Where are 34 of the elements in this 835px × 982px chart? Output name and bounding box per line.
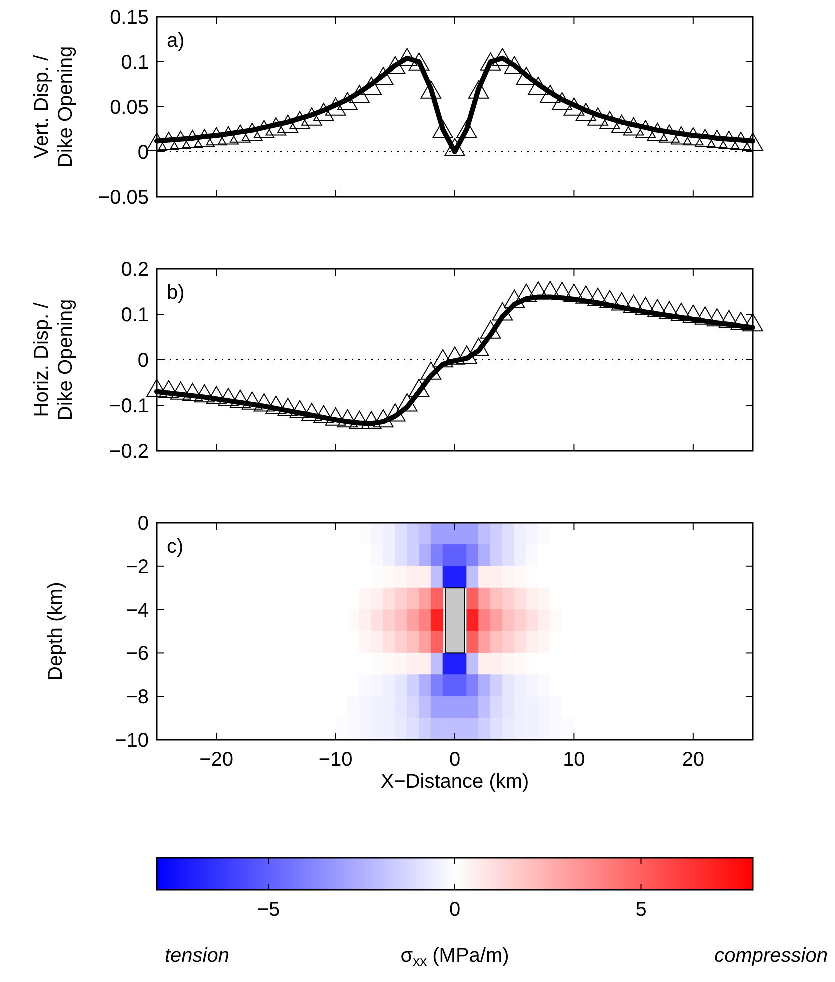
x-tick-label: 20 bbox=[682, 749, 705, 771]
color-bar-label: −5 bbox=[257, 899, 280, 921]
x-axis-title: X−Distance (km) bbox=[380, 771, 530, 793]
text: compression bbox=[714, 945, 828, 967]
y-tick-label: 0.1 bbox=[121, 304, 149, 326]
x-tick-label: 10 bbox=[563, 749, 586, 771]
y-tick-label: −0.1 bbox=[110, 396, 149, 418]
color-bar-title: σ$_{xx}$ (MPa/m) bbox=[400, 945, 510, 970]
x-tick-label: −20 bbox=[200, 749, 234, 771]
y-tick-label: 0 bbox=[138, 142, 149, 164]
y-axis-title: Vert. Disp. / Dike Opening bbox=[31, 46, 77, 168]
annotation: c) bbox=[167, 536, 184, 558]
text: tension bbox=[165, 945, 230, 967]
y-axis-title: Depth (km) bbox=[45, 582, 67, 681]
y-tick-label: 0.05 bbox=[110, 97, 149, 119]
y-axis-title: Horiz. Disp. / Dike Opening bbox=[31, 299, 77, 421]
y-tick-label: −2 bbox=[126, 556, 149, 578]
y-tick-label: −10 bbox=[115, 730, 149, 752]
y-tick-label: −8 bbox=[126, 686, 149, 709]
y-tick-label: 0.2 bbox=[121, 259, 149, 281]
annotation: a) bbox=[167, 30, 185, 52]
y-tick-label: −0.2 bbox=[110, 441, 149, 463]
x-tick-label: 0 bbox=[449, 749, 461, 771]
annotation: b) bbox=[167, 282, 185, 304]
y-tick-label: −0.05 bbox=[98, 187, 149, 209]
x-tick-label: −10 bbox=[318, 749, 353, 771]
y-tick-label: 0 bbox=[138, 513, 149, 535]
y-tick-label: 0.15 bbox=[110, 7, 149, 29]
color-bar-label: 0 bbox=[449, 899, 461, 921]
y-tick-label: 0 bbox=[138, 350, 149, 372]
color-bar-label: 5 bbox=[636, 899, 647, 921]
y-tick-label: −4 bbox=[126, 600, 149, 622]
y-tick-label: −6 bbox=[126, 643, 149, 666]
y-tick-label: 0.1 bbox=[121, 52, 149, 74]
